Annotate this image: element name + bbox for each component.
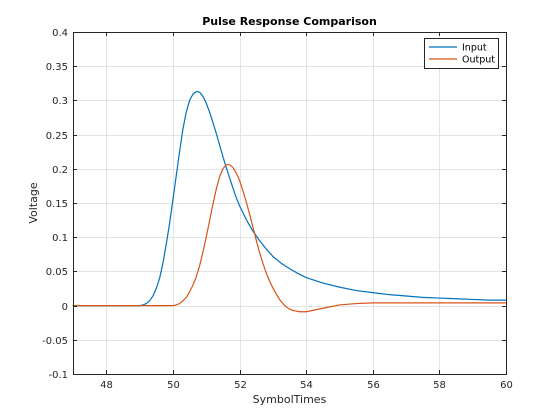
y-axis-label: Voltage [27,182,40,223]
y-tick-label: 0.25 [46,131,68,142]
x-tick-label: 60 [500,380,513,391]
x-tick-labels: 48 50 52 54 56 58 60 [100,380,513,391]
y-tick-label: 0.3 [52,96,68,107]
x-tick-label: 50 [167,380,180,391]
x-tick-label: 56 [367,380,380,391]
series-line-input [72,90,507,307]
x-tick-label: 52 [234,380,247,391]
series-lines [72,90,507,313]
legend-label-output: Output [462,55,495,66]
x-axis-label: SymbolTimes [253,393,327,406]
y-tick-label: 0.05 [46,267,68,278]
chart-title: Pulse Response Comparison [202,15,377,28]
y-tick-label: 0 [62,302,68,313]
legend: Input Output [424,38,499,69]
x-tick-label: 48 [100,380,113,391]
y-tick-label: -0.1 [48,370,68,381]
y-tick-label: 0.15 [46,199,68,210]
y-tick-label: 0.1 [52,233,68,244]
y-tick-label: 0.4 [52,28,68,39]
axis-ticks [73,32,507,375]
legend-box [424,38,499,69]
x-tick-label: 54 [300,380,313,391]
y-tick-label: 0.2 [52,165,68,176]
y-tick-labels: -0.1 -0.05 0 0.05 0.1 0.15 0.2 0.25 0.3 0.35 0.4 [42,28,68,381]
y-tick-label: 0.35 [46,62,68,73]
legend-label-input: Input [462,43,487,54]
series-line-output [72,164,507,313]
x-tick-label: 58 [433,380,446,391]
y-tick-label: -0.05 [42,336,68,347]
